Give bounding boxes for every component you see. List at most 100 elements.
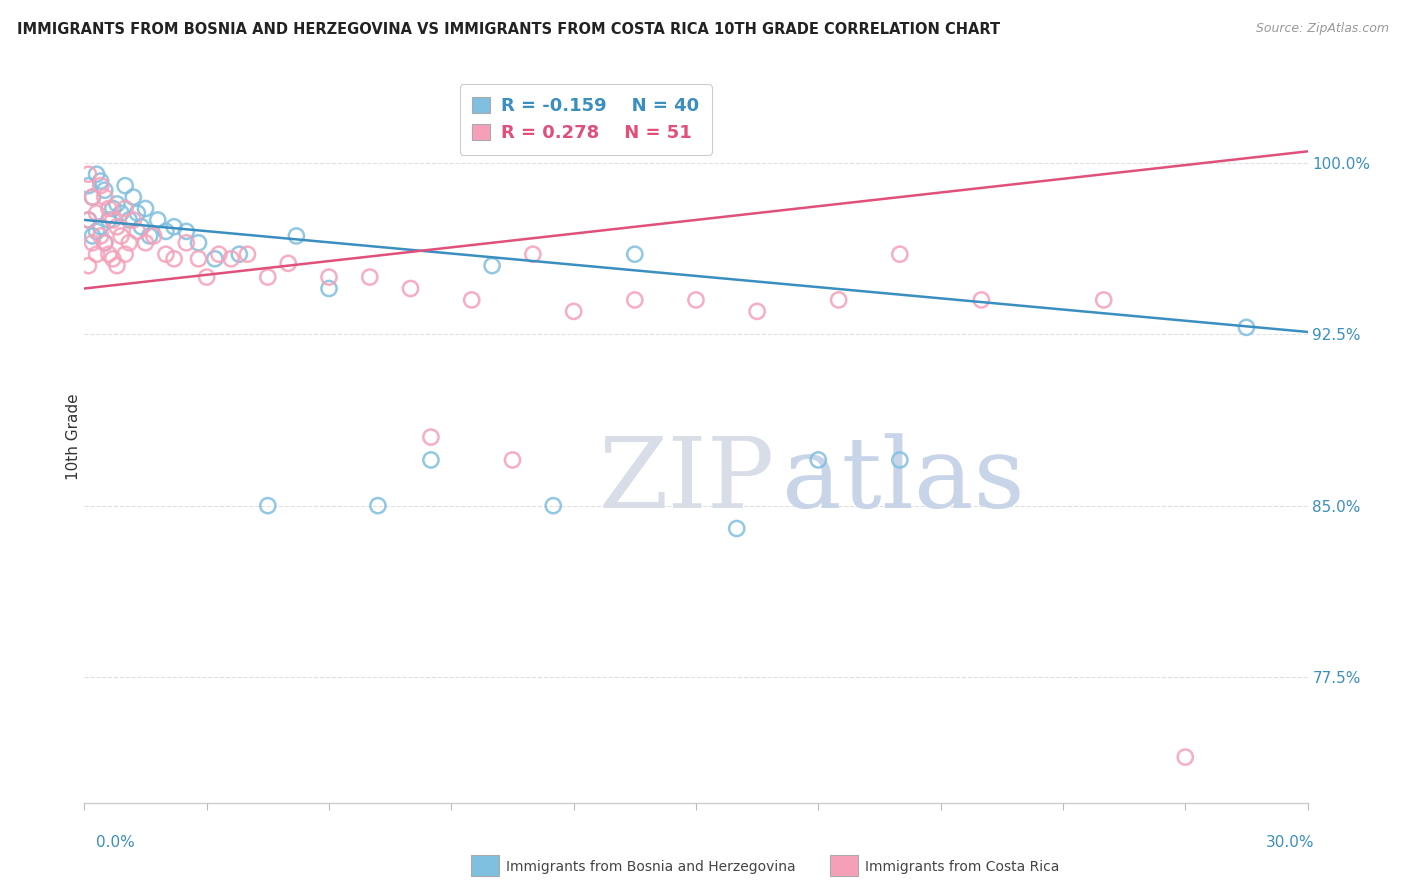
Point bbox=[77, 213, 100, 227]
Point bbox=[624, 247, 647, 261]
Point bbox=[318, 270, 340, 285]
Point bbox=[174, 235, 197, 250]
Point bbox=[82, 228, 104, 243]
Point bbox=[807, 453, 830, 467]
Point bbox=[187, 252, 209, 266]
Point bbox=[420, 453, 443, 467]
Point bbox=[1092, 293, 1115, 307]
Point bbox=[367, 499, 389, 513]
Point bbox=[420, 430, 443, 444]
Point bbox=[90, 178, 112, 193]
Point bbox=[93, 235, 115, 250]
Point bbox=[1236, 320, 1258, 334]
Point bbox=[163, 252, 186, 266]
Point bbox=[318, 281, 340, 295]
Point bbox=[685, 293, 707, 307]
Point bbox=[114, 247, 136, 261]
Point bbox=[90, 219, 112, 234]
Point bbox=[90, 174, 112, 188]
Point bbox=[889, 453, 911, 467]
Text: Immigrants from Costa Rica: Immigrants from Costa Rica bbox=[865, 860, 1059, 874]
Point bbox=[543, 499, 565, 513]
Point bbox=[155, 247, 177, 261]
Point bbox=[86, 167, 108, 181]
Point bbox=[146, 213, 169, 227]
Point bbox=[82, 235, 104, 250]
Point bbox=[208, 247, 231, 261]
Point bbox=[399, 281, 422, 295]
Text: atlas: atlas bbox=[782, 434, 1025, 529]
Point bbox=[110, 228, 132, 243]
Text: 30.0%: 30.0% bbox=[1267, 836, 1315, 850]
Point bbox=[110, 206, 132, 220]
Point bbox=[135, 202, 157, 216]
Point bbox=[127, 224, 149, 238]
Point bbox=[86, 247, 108, 261]
Point bbox=[257, 499, 280, 513]
Point bbox=[970, 293, 993, 307]
Point bbox=[77, 259, 100, 273]
Point bbox=[77, 213, 100, 227]
Point bbox=[889, 247, 911, 261]
Point bbox=[101, 213, 124, 227]
Point bbox=[219, 252, 242, 266]
Point bbox=[82, 190, 104, 204]
Point bbox=[155, 224, 177, 238]
Point bbox=[138, 228, 160, 243]
Point bbox=[204, 252, 226, 266]
Point bbox=[725, 521, 748, 535]
Text: ZIP: ZIP bbox=[598, 434, 775, 529]
Point bbox=[522, 247, 544, 261]
Point bbox=[93, 190, 115, 204]
Point bbox=[174, 224, 197, 238]
Point bbox=[97, 213, 120, 227]
Point bbox=[135, 235, 157, 250]
Point bbox=[97, 202, 120, 216]
Point bbox=[105, 197, 128, 211]
Legend: R = -0.159    N = 40, R = 0.278    N = 51: R = -0.159 N = 40, R = 0.278 N = 51 bbox=[460, 84, 711, 155]
Point bbox=[481, 259, 503, 273]
Point bbox=[257, 270, 280, 285]
Point bbox=[114, 178, 136, 193]
Point bbox=[236, 247, 259, 261]
Point bbox=[142, 228, 165, 243]
Point bbox=[122, 213, 145, 227]
Text: IMMIGRANTS FROM BOSNIA AND HERZEGOVINA VS IMMIGRANTS FROM COSTA RICA 10TH GRADE : IMMIGRANTS FROM BOSNIA AND HERZEGOVINA V… bbox=[17, 22, 1000, 37]
Point bbox=[118, 235, 141, 250]
Point bbox=[127, 206, 149, 220]
Point bbox=[359, 270, 381, 285]
Point bbox=[97, 247, 120, 261]
Point bbox=[502, 453, 524, 467]
Point bbox=[118, 213, 141, 227]
Point bbox=[86, 224, 108, 238]
Point bbox=[114, 202, 136, 216]
Point bbox=[131, 219, 153, 234]
Point bbox=[77, 178, 100, 193]
Text: Immigrants from Bosnia and Herzegovina: Immigrants from Bosnia and Herzegovina bbox=[506, 860, 796, 874]
Point bbox=[195, 270, 218, 285]
Point bbox=[105, 219, 128, 234]
Point bbox=[562, 304, 585, 318]
Text: 0.0%: 0.0% bbox=[96, 836, 135, 850]
Point bbox=[93, 183, 115, 197]
Point bbox=[163, 219, 186, 234]
Point bbox=[228, 247, 250, 261]
Point bbox=[90, 228, 112, 243]
Point bbox=[285, 228, 308, 243]
Point bbox=[101, 202, 124, 216]
Point bbox=[101, 252, 124, 266]
Text: Source: ZipAtlas.com: Source: ZipAtlas.com bbox=[1256, 22, 1389, 36]
Point bbox=[82, 190, 104, 204]
Point bbox=[86, 206, 108, 220]
Point bbox=[122, 190, 145, 204]
Point bbox=[828, 293, 851, 307]
Point bbox=[461, 293, 484, 307]
Y-axis label: 10th Grade: 10th Grade bbox=[66, 393, 80, 481]
Point bbox=[187, 235, 209, 250]
Point bbox=[105, 259, 128, 273]
Point bbox=[747, 304, 769, 318]
Point bbox=[1174, 750, 1197, 764]
Point bbox=[93, 235, 115, 250]
Point bbox=[77, 167, 100, 181]
Point bbox=[277, 256, 299, 270]
